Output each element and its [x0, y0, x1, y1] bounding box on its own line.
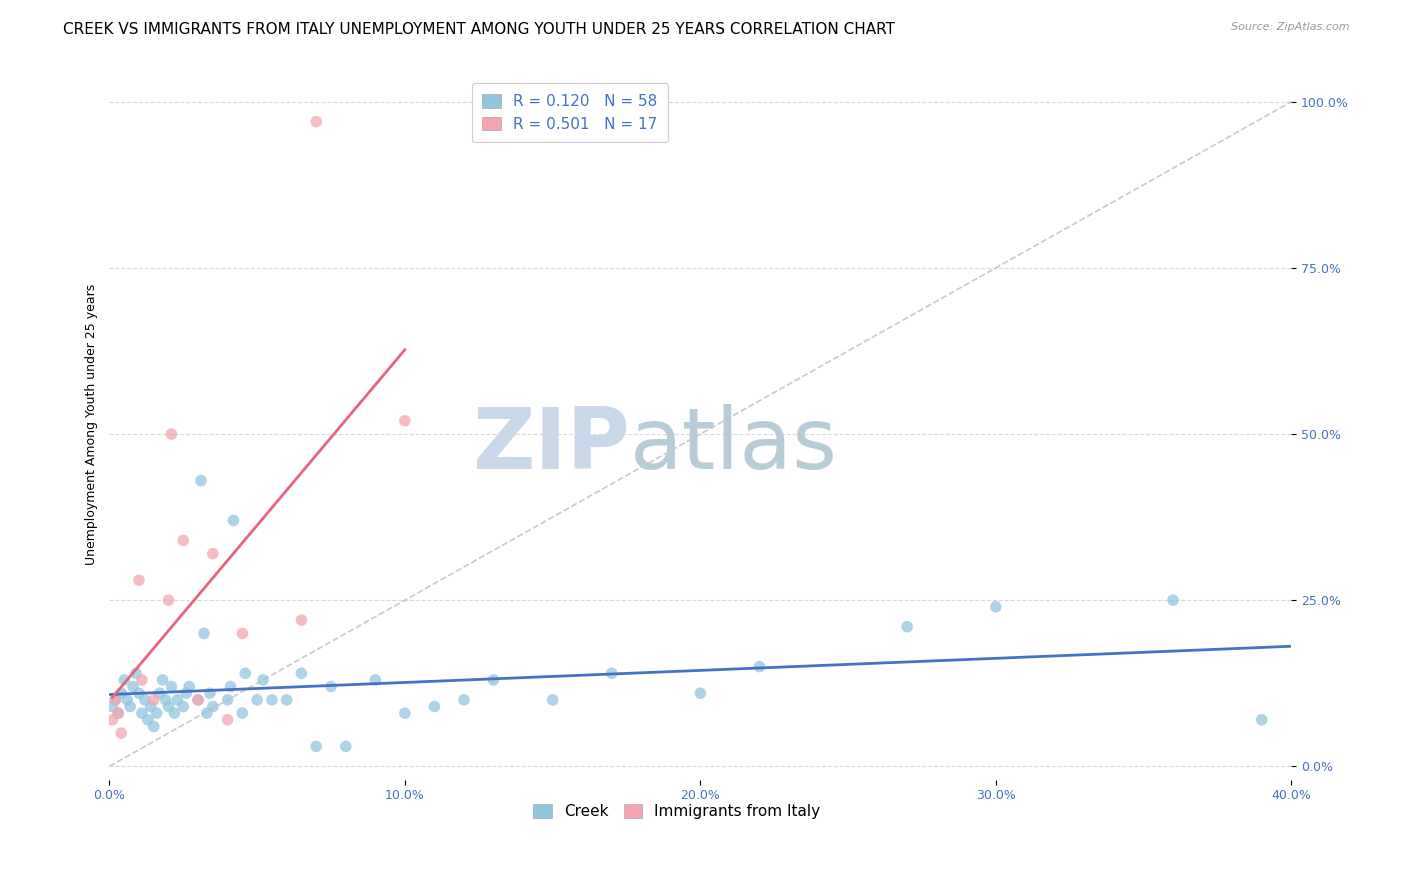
Point	[233, 666, 256, 681]
Point	[201, 547, 224, 561]
Point	[172, 533, 194, 548]
Point	[104, 693, 127, 707]
Point	[1161, 593, 1184, 607]
Point	[166, 693, 188, 707]
Text: CREEK VS IMMIGRANTS FROM ITALY UNEMPLOYMENT AMONG YOUTH UNDER 25 YEARS CORRELATI: CREEK VS IMMIGRANTS FROM ITALY UNEMPLOYM…	[63, 22, 896, 37]
Point	[179, 680, 201, 694]
Point	[155, 693, 177, 707]
Point	[157, 699, 180, 714]
Legend: Creek, Immigrants from Italy: Creek, Immigrants from Italy	[527, 798, 827, 825]
Point	[128, 573, 150, 587]
Point	[541, 693, 564, 707]
Point	[160, 427, 183, 442]
Point	[152, 673, 174, 687]
Point	[290, 666, 312, 681]
Point	[163, 706, 186, 720]
Point	[104, 693, 127, 707]
Point	[131, 673, 153, 687]
Point	[134, 693, 156, 707]
Text: atlas: atlas	[630, 404, 838, 487]
Point	[198, 686, 221, 700]
Point	[290, 613, 312, 627]
Point	[252, 673, 274, 687]
Point	[110, 686, 132, 700]
Point	[187, 693, 209, 707]
Point	[187, 693, 209, 707]
Point	[128, 686, 150, 700]
Point	[101, 699, 124, 714]
Point	[305, 114, 328, 128]
Point	[1250, 713, 1272, 727]
Point	[115, 693, 138, 707]
Point	[190, 474, 212, 488]
Point	[122, 680, 145, 694]
Point	[107, 706, 129, 720]
Point	[145, 706, 167, 720]
Point	[453, 693, 475, 707]
Point	[193, 626, 215, 640]
Point	[131, 706, 153, 720]
Point	[112, 673, 135, 687]
Point	[276, 693, 298, 707]
Point	[201, 699, 224, 714]
Point	[101, 713, 124, 727]
Point	[748, 659, 770, 673]
Point	[305, 739, 328, 754]
Point	[260, 693, 283, 707]
Y-axis label: Unemployment Among Youth under 25 years: Unemployment Among Youth under 25 years	[86, 284, 98, 565]
Point	[139, 699, 162, 714]
Point	[160, 680, 183, 694]
Point	[107, 706, 129, 720]
Point	[142, 693, 165, 707]
Point	[423, 699, 446, 714]
Point	[157, 593, 180, 607]
Point	[172, 699, 194, 714]
Point	[364, 673, 387, 687]
Point	[149, 686, 172, 700]
Point	[174, 686, 197, 700]
Point	[394, 706, 416, 720]
Point	[195, 706, 218, 720]
Text: Source: ZipAtlas.com: Source: ZipAtlas.com	[1232, 22, 1350, 32]
Point	[335, 739, 357, 754]
Point	[482, 673, 505, 687]
Point	[231, 626, 253, 640]
Point	[219, 680, 242, 694]
Point	[600, 666, 623, 681]
Point	[217, 713, 239, 727]
Point	[125, 666, 148, 681]
Point	[110, 726, 132, 740]
Point	[319, 680, 342, 694]
Point	[246, 693, 269, 707]
Point	[984, 599, 1007, 614]
Point	[120, 699, 142, 714]
Text: ZIP: ZIP	[471, 404, 630, 487]
Point	[689, 686, 711, 700]
Point	[896, 620, 918, 634]
Point	[217, 693, 239, 707]
Point	[222, 513, 245, 527]
Point	[394, 414, 416, 428]
Point	[136, 713, 159, 727]
Point	[231, 706, 253, 720]
Point	[142, 719, 165, 733]
